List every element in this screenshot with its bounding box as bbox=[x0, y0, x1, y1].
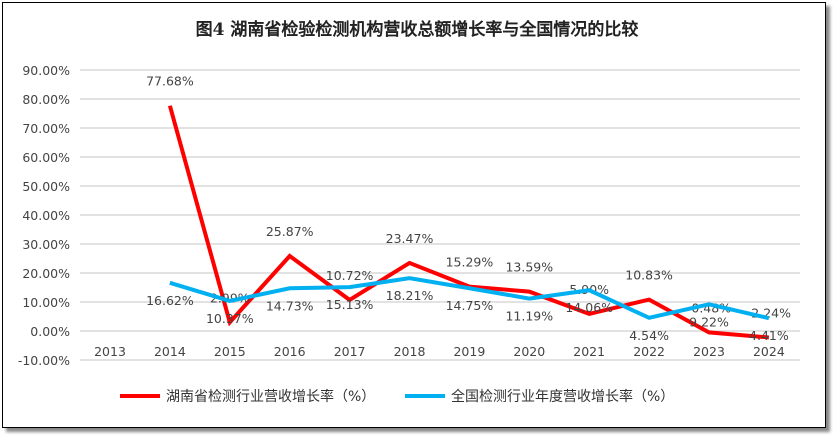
data-label: -0.48% bbox=[687, 300, 731, 315]
legend-label: 湖南省检测行业营收增长率（%） bbox=[166, 388, 375, 405]
x-tick-label: 2015 bbox=[214, 344, 246, 359]
data-label: 15.13% bbox=[326, 297, 374, 312]
y-tick-label: 80.00% bbox=[22, 92, 70, 107]
data-label: 4.54% bbox=[629, 328, 669, 343]
y-tick-label: 50.00% bbox=[22, 179, 70, 194]
data-label: 4.41% bbox=[749, 328, 789, 343]
data-label: 18.21% bbox=[386, 288, 434, 303]
data-label: 10.83% bbox=[625, 268, 673, 283]
y-tick-label: 0.00% bbox=[30, 324, 70, 339]
data-label: 77.68% bbox=[146, 74, 194, 89]
x-tick-label: 2016 bbox=[274, 344, 306, 359]
y-tick-label: 60.00% bbox=[22, 150, 70, 165]
x-tick-label: 2019 bbox=[453, 344, 485, 359]
x-tick-label: 2018 bbox=[394, 344, 426, 359]
x-tick-label: 2014 bbox=[154, 344, 186, 359]
x-tick-label: 2022 bbox=[633, 344, 665, 359]
chart-title: 图4 湖南省检验检测机构营收总额增长率与全国情况的比较 bbox=[195, 20, 639, 40]
data-label: 9.22% bbox=[689, 314, 729, 329]
data-label: 13.59% bbox=[505, 260, 553, 275]
data-label: 11.19% bbox=[505, 309, 553, 324]
y-tick-label: -10.00% bbox=[18, 353, 70, 368]
y-tick-label: 70.00% bbox=[22, 121, 70, 136]
data-label: 15.29% bbox=[446, 255, 494, 270]
series-line-2 bbox=[169, 276, 770, 321]
y-tick-label: 10.00% bbox=[22, 295, 70, 310]
data-label: 10.72% bbox=[326, 268, 374, 283]
data-label: 23.47% bbox=[386, 231, 434, 246]
data-label: 14.73% bbox=[266, 298, 314, 313]
y-tick-label: 20.00% bbox=[22, 266, 70, 281]
data-label: 10.37% bbox=[206, 311, 254, 326]
x-tick-label: 2013 bbox=[94, 344, 126, 359]
x-tick-label: 2021 bbox=[573, 344, 605, 359]
data-label: 14.06% bbox=[565, 300, 613, 315]
legend-label: 全国检测行业年度营收增长率（%） bbox=[451, 388, 674, 405]
x-tick-label: 2017 bbox=[334, 344, 366, 359]
data-label: 14.75% bbox=[446, 298, 494, 313]
x-tick-label: 2020 bbox=[513, 344, 545, 359]
y-tick-label: 30.00% bbox=[22, 237, 70, 252]
x-tick-label: 2024 bbox=[753, 344, 785, 359]
data-label: 25.87% bbox=[266, 224, 314, 239]
y-tick-label: 40.00% bbox=[22, 208, 70, 223]
x-tick-label: 2023 bbox=[693, 344, 725, 359]
y-tick-label: 90.00% bbox=[22, 63, 70, 78]
data-label: 16.62% bbox=[146, 293, 194, 308]
data-label: 2.99% bbox=[210, 290, 250, 305]
